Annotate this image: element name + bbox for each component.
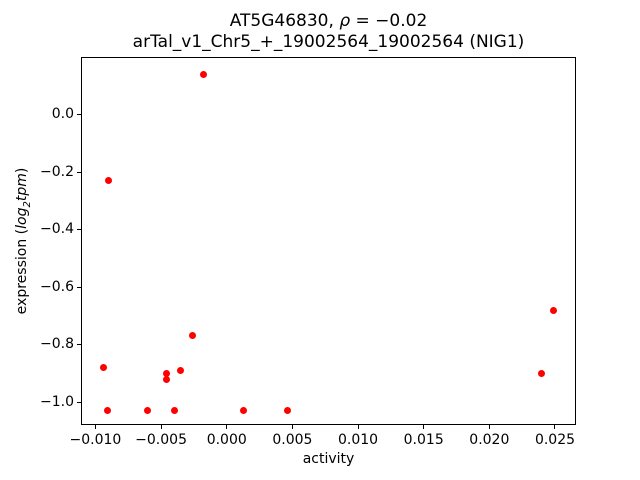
- data-point: [240, 407, 248, 415]
- y-axis-label-prefix: expression (: [14, 228, 31, 315]
- y-tick-label: −0.6: [40, 278, 74, 295]
- data-point: [189, 332, 197, 340]
- x-axis-label: activity: [302, 451, 355, 467]
- y-axis-tick: [77, 229, 81, 230]
- data-point: [103, 407, 111, 415]
- data-point: [538, 369, 546, 377]
- y-tick-label: 0.0: [51, 106, 74, 122]
- title-gene-id: AT5G46830,: [229, 11, 340, 31]
- data-point: [170, 407, 178, 415]
- x-tick-label: 0.015: [403, 432, 444, 448]
- x-tick-label: 0.025: [534, 432, 576, 448]
- y-axis-tick: [77, 286, 81, 288]
- data-point: [177, 366, 185, 374]
- x-axis-tick: [291, 425, 293, 429]
- y-axis-label-subscript: 2: [21, 201, 33, 208]
- y-axis-label-tpm: tpm: [14, 173, 31, 202]
- data-point: [283, 407, 291, 415]
- plot-area: [81, 57, 576, 425]
- y-tick-label: −0.2: [40, 163, 74, 180]
- x-tick-label: 0.010: [337, 432, 379, 448]
- data-point: [105, 177, 113, 185]
- plot-title-line2: arTal_v1_Chr5_+_19002564_19002564 (NIG1): [132, 32, 525, 52]
- x-axis-tick: [488, 425, 490, 429]
- y-axis-tick: [77, 114, 81, 115]
- data-point: [99, 364, 107, 371]
- y-axis-tick: [77, 401, 81, 403]
- data-point: [144, 407, 152, 415]
- title-rho-value: = −0.02: [350, 11, 428, 31]
- x-tick-label: 0.005: [272, 432, 313, 448]
- x-axis-tick: [94, 425, 96, 429]
- y-axis-label-suffix: ): [14, 167, 31, 174]
- y-tick-label: −1.0: [40, 393, 74, 410]
- title-rho-symbol: ρ: [339, 11, 351, 31]
- data-point: [199, 70, 207, 78]
- x-axis-tick: [357, 425, 359, 429]
- y-axis-tick: [77, 344, 81, 345]
- data-point: [162, 375, 170, 383]
- y-axis-label: expression (log2tpm): [14, 168, 36, 315]
- y-axis-label-log: log: [14, 207, 31, 229]
- x-tick-label: −0.010: [69, 432, 122, 448]
- y-tick-label: −0.8: [40, 336, 74, 352]
- x-tick-label: 0.000: [206, 432, 247, 448]
- x-axis-tick: [226, 425, 228, 429]
- x-tick-label: 0.020: [469, 432, 510, 448]
- x-tick-label: −0.005: [135, 432, 187, 448]
- y-tick-label: −0.4: [40, 221, 74, 237]
- plot-title-line1: AT5G46830, ρ = −0.02: [81, 11, 576, 32]
- data-point: [550, 306, 558, 314]
- y-axis-tick: [77, 171, 81, 173]
- x-axis-tick: [160, 425, 162, 429]
- data-point: [162, 369, 170, 377]
- x-axis-tick: [423, 425, 425, 429]
- plot-title: AT5G46830, ρ = −0.02 arTal_v1_Chr5_+_190…: [81, 11, 576, 53]
- x-axis-tick: [554, 425, 556, 429]
